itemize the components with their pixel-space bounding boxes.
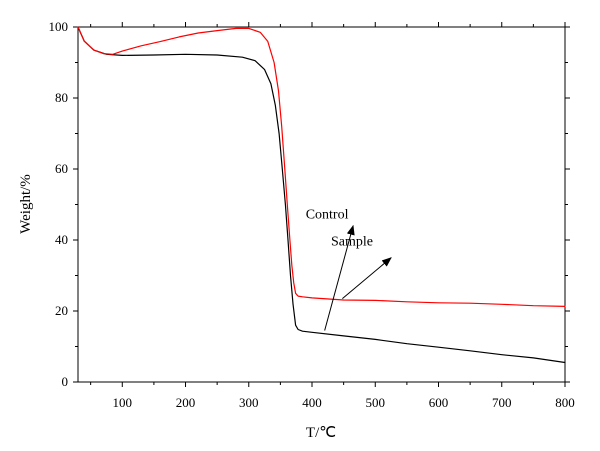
y-tick-label: 80 xyxy=(55,90,68,105)
y-tick-label: 100 xyxy=(49,19,69,34)
y-tick-label: 20 xyxy=(55,303,68,318)
annotation-arrow-control xyxy=(324,224,355,331)
x-tick-label: 500 xyxy=(366,395,386,410)
annotation-label-control: Control xyxy=(306,208,349,223)
x-tick-label: 200 xyxy=(176,395,196,410)
series-line-sample xyxy=(77,26,566,307)
x-axis-ticks: 100 200 300 400 500 600 700 800 xyxy=(90,22,575,410)
series-line-control xyxy=(77,26,566,364)
y-tick-label: 0 xyxy=(62,374,69,389)
annotation-label-sample: Sample xyxy=(331,234,373,249)
x-tick-label: 100 xyxy=(113,395,133,410)
x-tick-label: 300 xyxy=(239,395,259,410)
y-tick-label: 60 xyxy=(55,161,68,176)
y-axis-ticks: 0 20 40 60 80 100 xyxy=(49,19,570,389)
plot-frame xyxy=(77,26,566,383)
annotation-layer: Control Sample xyxy=(306,208,392,331)
y-tick-label: 40 xyxy=(55,232,68,247)
annotation-arrow-sample xyxy=(342,257,392,299)
x-tick-label: 600 xyxy=(429,395,449,410)
series-layer xyxy=(77,26,566,364)
x-tick-label: 700 xyxy=(492,395,512,410)
x-tick-label: 400 xyxy=(302,395,322,410)
y-axis-title: Weight/% xyxy=(18,174,34,234)
x-tick-label: 800 xyxy=(555,395,575,410)
x-axis-title: T/℃ xyxy=(306,425,336,441)
